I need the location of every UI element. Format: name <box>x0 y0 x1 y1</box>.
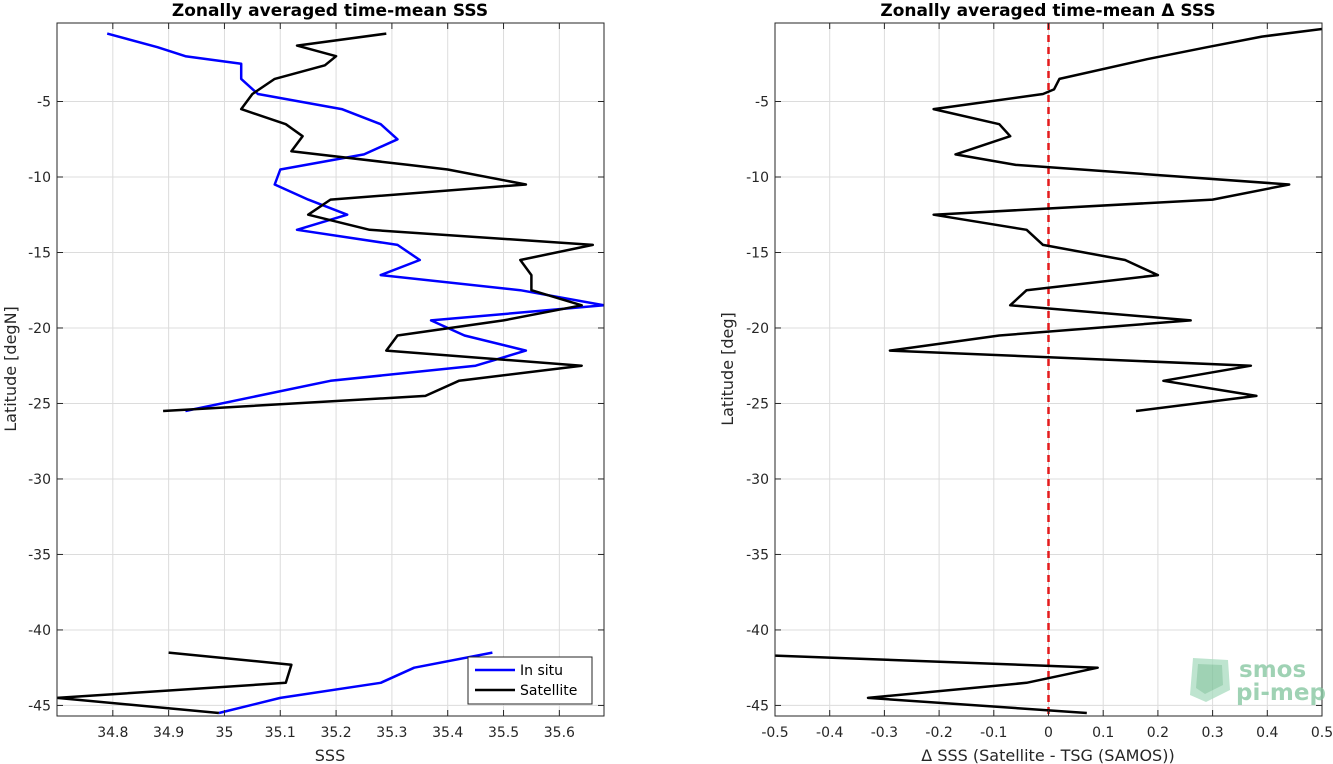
delta-sss-x-tick-label: -0.4 <box>816 725 843 741</box>
sss-y-tick-label: -5 <box>37 95 51 111</box>
delta-sss-x-tick-label: -0.2 <box>925 725 952 741</box>
delta-sss-y-tick-label: -25 <box>746 396 769 412</box>
logo-text-smos: smos <box>1239 657 1306 683</box>
delta-sss-ticks: -0.5 -0.4 -0.3 -0.2 -0.1 0 0.1 0.2 0.3 0.4 0.5 -5 -1… <box>746 23 1333 741</box>
delta-sss-x-tick-label: -0.5 <box>761 725 788 741</box>
sss-y-tick-label: -10 <box>28 170 51 186</box>
delta-sss-x-axis-label: Δ SSS (Satellite - TSG (SAMOS)) <box>921 746 1174 764</box>
sss-x-tick-label: 34.9 <box>153 725 184 741</box>
sss-grid <box>57 23 604 716</box>
delta-sss-x-tick-label: 0.3 <box>1201 725 1223 741</box>
delta-sss-title: Zonally averaged time-mean Δ SSS <box>880 1 1215 21</box>
logo-waves-inner-icon <box>1196 664 1223 694</box>
delta-sss-y-tick-label: -30 <box>746 472 769 488</box>
sss-y-tick-label: -20 <box>28 321 51 337</box>
legend-entry-satellite: Satellite <box>520 683 577 699</box>
legend-box <box>467 656 593 705</box>
delta-sss-panel: -0.5 -0.4 -0.3 -0.2 -0.1 0 0.1 0.2 0.3 0.4 0.5 -5 -1… <box>718 1 1333 764</box>
sss-y-tick-label: -40 <box>28 623 51 639</box>
delta-sss-y-tick-label: -5 <box>755 95 769 111</box>
sss-x-tick-label: 34.8 <box>97 725 128 741</box>
logo-text-pi-mep: pi-mep <box>1236 680 1326 706</box>
sss-y-tick-label: -35 <box>28 547 51 563</box>
sss-series-in-situ <box>218 651 493 715</box>
sss-x-tick-label: 35.3 <box>376 725 407 741</box>
sss-y-tick-label: -30 <box>28 472 51 488</box>
delta-sss-x-tick-label: 0 <box>1044 725 1053 741</box>
delta-sss-y-tick-label: -15 <box>746 245 769 261</box>
sss-x-tick-label: 35.5 <box>488 725 519 741</box>
sss-legend: In situ Satellite <box>467 656 593 705</box>
smos-pi-mep-logo: smos pi-mep <box>1190 657 1326 706</box>
delta-sss-series-delta <box>775 654 1099 715</box>
sss-series-satellite <box>163 32 595 413</box>
delta-sss-series-delta <box>888 27 1322 413</box>
sss-y-tick-label: -15 <box>28 245 51 261</box>
delta-sss-y-axis-label: Latitude [deg] <box>718 312 737 426</box>
sss-series-in-situ <box>106 32 604 413</box>
sss-x-tick-label: 35 <box>216 725 234 741</box>
sss-plot-frame <box>56 22 605 717</box>
sss-panel: 34.8 34.9 35 35.1 35.2 35.3 35.4 35.5 35.6 -5 -10 -… <box>1 1 605 764</box>
delta-sss-series-area <box>775 23 1322 716</box>
legend-entry-in-situ: In situ <box>520 663 563 679</box>
delta-sss-x-tick-label: 0.4 <box>1256 725 1278 741</box>
sss-series-satellite <box>57 651 293 715</box>
sss-title: Zonally averaged time-mean SSS <box>172 1 488 21</box>
delta-sss-y-tick-label: -40 <box>746 623 769 639</box>
sss-x-tick-label: 35.4 <box>432 725 463 741</box>
delta-sss-y-tick-label: -20 <box>746 321 769 337</box>
sss-x-tick-label: 35.2 <box>320 725 351 741</box>
sss-y-tick-label: -25 <box>28 396 51 412</box>
delta-sss-x-tick-label: 0.5 <box>1311 725 1333 741</box>
delta-sss-x-tick-label: 0.2 <box>1147 725 1169 741</box>
delta-sss-x-tick-label: 0.1 <box>1092 725 1114 741</box>
sss-y-axis-label: Latitude [degN] <box>1 306 20 432</box>
sss-x-axis-label: SSS <box>315 746 345 764</box>
delta-sss-y-tick-label: -45 <box>746 698 769 714</box>
delta-sss-y-tick-label: -35 <box>746 547 769 563</box>
delta-sss-y-tick-label: -10 <box>746 170 769 186</box>
sss-series-area <box>57 32 604 715</box>
sss-ticks: 34.8 34.9 35 35.1 35.2 35.3 35.4 35.5 35.6 -5 -10 -… <box>28 23 604 741</box>
delta-sss-x-tick-label: -0.3 <box>871 725 898 741</box>
sss-x-tick-label: 35.6 <box>544 725 575 741</box>
sss-y-tick-label: -45 <box>28 698 51 714</box>
sss-x-tick-label: 35.1 <box>265 725 296 741</box>
delta-sss-x-tick-label: -0.1 <box>980 725 1007 741</box>
